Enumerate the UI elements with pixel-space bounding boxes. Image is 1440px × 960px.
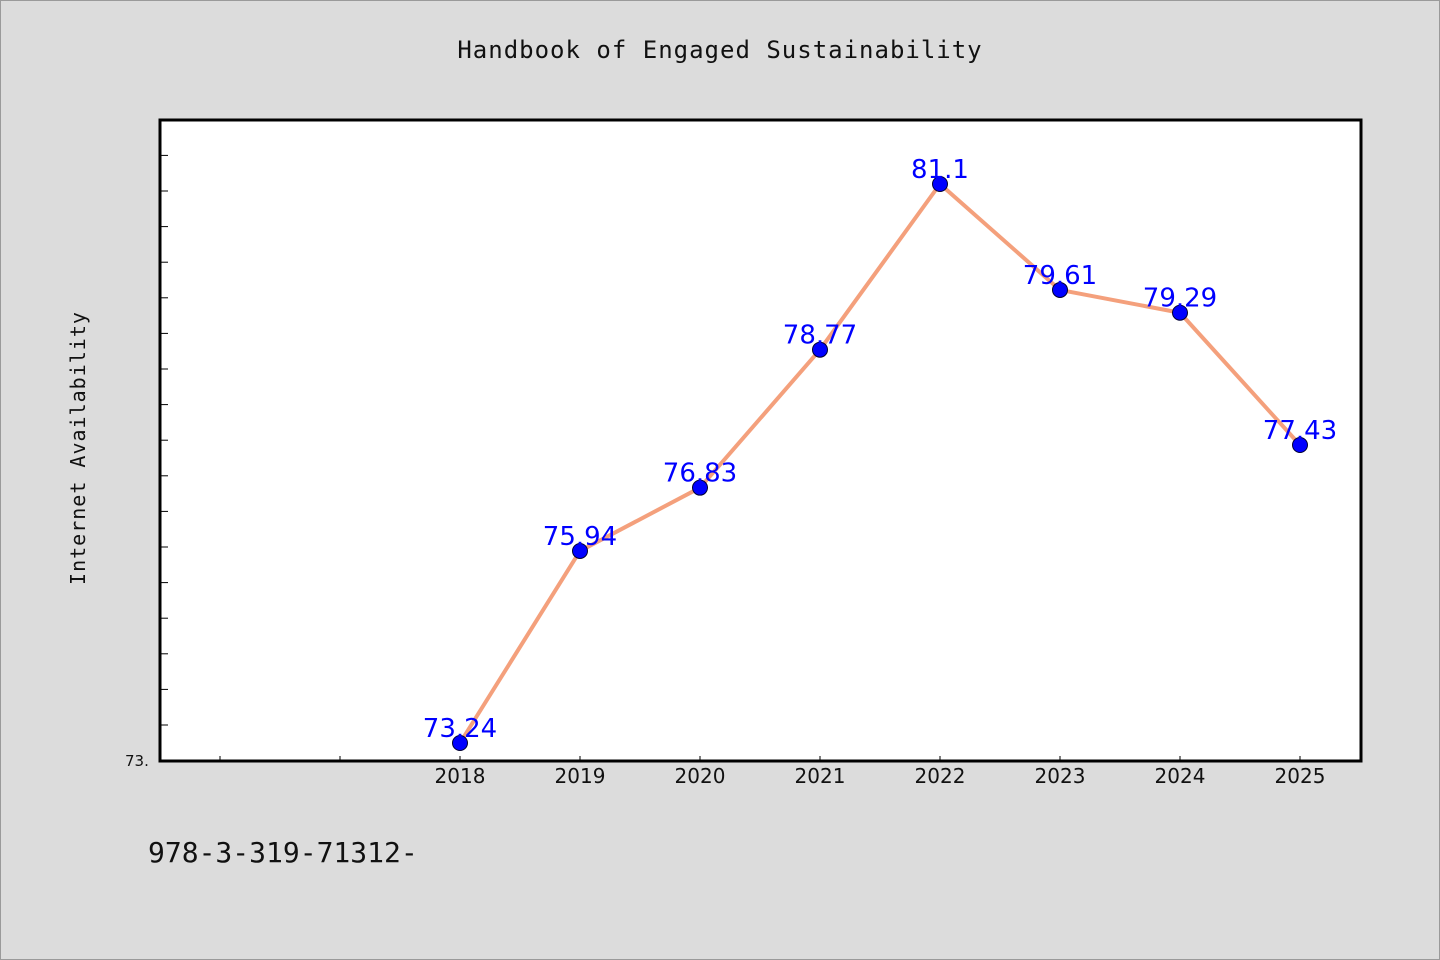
data-label: 79.29 [1143, 284, 1217, 314]
x-axis-ticks [219, 756, 1301, 761]
series-line-group [458, 182, 1302, 745]
series-markers [452, 176, 1308, 751]
data-point [1052, 281, 1068, 298]
data-point [932, 176, 948, 192]
data-label: 78.77 [783, 321, 857, 351]
plot-area [158, 118, 1363, 763]
data-label: 81.1 [911, 155, 969, 185]
data-label: 77.43 [1263, 416, 1337, 446]
data-point [692, 479, 708, 496]
x-tick-label: 2020 [675, 764, 726, 788]
data-label: 76.83 [663, 459, 737, 489]
data-label: 75.94 [543, 522, 617, 552]
data-label: 73.24 [423, 714, 497, 744]
x-tick-label: 2023 [1035, 764, 1086, 788]
series-line [458, 182, 1302, 745]
x-axis-tick-labels: 2018 2019 2020 2021 2022 2023 2024 2025 [435, 764, 1326, 788]
data-label: 79.61 [1023, 261, 1097, 291]
data-point [452, 735, 468, 751]
data-point [572, 542, 588, 559]
x-tick-label: 2019 [555, 764, 606, 788]
y-axis-ticks [160, 154, 168, 726]
x-tick-label: 2024 [1155, 764, 1206, 788]
x-tick-label: 2025 [1275, 764, 1326, 788]
data-labels: 73.24 75.94 76.83 78.77 81.1 79.61 79.29 77.43 [423, 155, 1337, 744]
x-tick-label: 2018 [435, 764, 486, 788]
data-point [812, 341, 828, 358]
x-tick-label: 2022 [915, 764, 966, 788]
footer-text: 978-3-319-71312- [148, 836, 418, 869]
x-tick-label: 2021 [795, 764, 846, 788]
y-axis-min-label: 73. [125, 752, 149, 770]
data-point [1292, 437, 1308, 454]
chart-title: Handbook of Engaged Sustainability [457, 36, 983, 64]
data-point [1172, 304, 1188, 321]
